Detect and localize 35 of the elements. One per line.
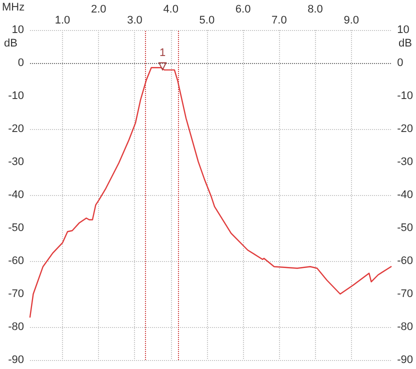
- x-tick-label: 5.0: [199, 14, 215, 26]
- y-tick-label: -20: [8, 123, 24, 135]
- y-axis-title: dB: [4, 38, 18, 50]
- x-tick-label: 7.0: [272, 14, 287, 26]
- y-tick-label: -70: [8, 288, 24, 300]
- y-tick-label: -90: [8, 354, 24, 366]
- y2-axis-title: dB: [398, 38, 412, 50]
- y-tick-label: -80: [8, 321, 24, 333]
- y-tick-label: -10: [8, 90, 24, 102]
- x-tick-label: 9.0: [344, 14, 360, 26]
- y2-tick-label: -10: [397, 90, 414, 102]
- y-tick-label: -30: [8, 156, 24, 168]
- y-tick-label: -60: [8, 255, 24, 267]
- y-tick-label: -40: [8, 189, 24, 201]
- y2-tick-label: -90: [397, 354, 414, 366]
- y2-tick-label: -70: [397, 288, 414, 300]
- y2-tick-label: 0: [397, 57, 404, 69]
- y2-tick-label: -60: [397, 255, 414, 267]
- x-tick-label: 1.0: [54, 14, 70, 26]
- y-tick-label: 10: [12, 24, 24, 36]
- annotation: 1: [159, 46, 166, 59]
- y-tick-label: -50: [8, 222, 24, 234]
- x2-tick-label: 2.0: [90, 4, 106, 16]
- y2-tick-label: -40: [397, 189, 414, 201]
- y2-tick-label: 10: [397, 24, 410, 36]
- x-tick-label: 3.0: [127, 14, 142, 26]
- x2-tick-label: 6.0: [235, 4, 251, 16]
- x2-tick-label: 8.0: [308, 4, 323, 16]
- y2-tick-label: -50: [397, 222, 414, 234]
- y2-tick-label: -80: [397, 321, 414, 333]
- y2-tick-label: -20: [397, 123, 414, 135]
- x2-tick-label: 4.0: [163, 4, 178, 16]
- y2-tick-label: -30: [397, 156, 414, 168]
- x-axis-title: MHz: [2, 2, 25, 14]
- y-tick-label: 0: [18, 57, 24, 69]
